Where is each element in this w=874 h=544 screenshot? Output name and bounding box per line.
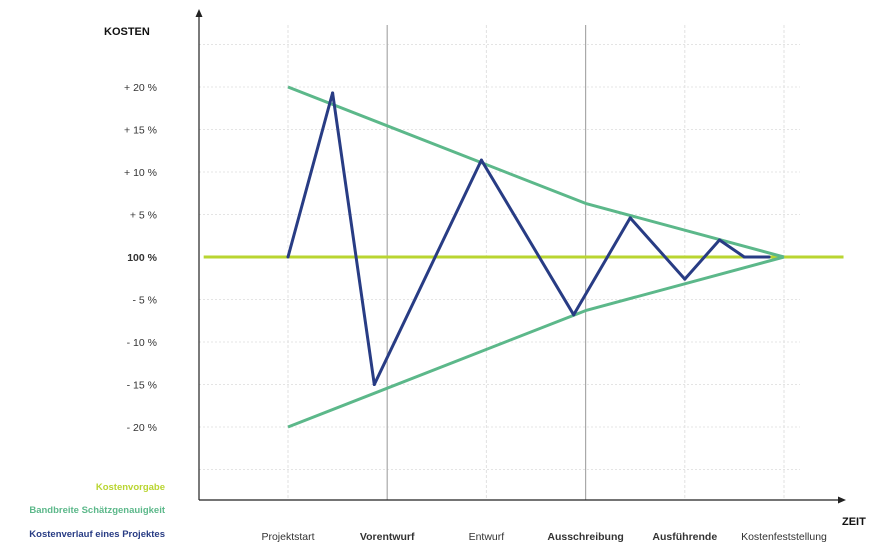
cost-point: [372, 383, 376, 386]
cost-point: [742, 255, 746, 259]
y-tick-label: + 10 %: [124, 167, 157, 179]
legend-label: Bandbreite Schätzgenauigkeit: [29, 505, 166, 516]
y-tick-label: - 15 %: [127, 380, 157, 392]
phase-lines: [287, 25, 785, 500]
x-tick-label: Entwurf: [469, 531, 505, 543]
x-tick-label: Kostenfeststellung: [741, 531, 827, 543]
band-lower-line: [287, 255, 785, 429]
legend-label: Kostenverlauf eines Projektes: [29, 529, 165, 540]
cost-point: [718, 238, 722, 242]
cost-point: [286, 255, 290, 259]
cost-point: [572, 313, 576, 317]
cost-point: [683, 277, 687, 281]
legend-label: Kostenvorgabe: [96, 482, 165, 493]
x-tick-label: Ausführende: [652, 531, 717, 543]
y-tick-label: - 10 %: [127, 337, 157, 349]
x-axis-title: ZEIT: [842, 516, 866, 528]
legend: Kostenvorgabe Bandbreite Schätzgenauigkei…: [29, 482, 166, 540]
x-tick-labels: Projektstart Vorentwurf Entwurf Ausschreibu…: [261, 531, 827, 543]
cost-point: [479, 158, 483, 162]
grid: [199, 44, 800, 470]
y-tick-label: - 5 %: [132, 295, 157, 307]
y-tick-label: - 20 %: [127, 422, 157, 434]
y-tick-label: + 5 %: [130, 210, 157, 222]
axes: KOSTEN ZEIT: [104, 9, 866, 528]
cost-point: [628, 216, 632, 220]
cost-point: [767, 255, 771, 259]
cost-line: [286, 91, 770, 386]
y-tick-label: + 15 %: [124, 125, 157, 137]
band-series: [287, 85, 785, 429]
y-tick-labels: + 20 % + 15 % + 10 % + 5 % 100 % - 5 % - 10 % -…: [124, 82, 158, 434]
y-tick-label: + 20 %: [124, 82, 157, 94]
y-axis-title: KOSTEN: [104, 26, 150, 38]
band-upper-line: [287, 85, 785, 259]
cost-point: [331, 91, 335, 95]
cost-series: [286, 91, 771, 386]
y-tick-label: 100 %: [127, 252, 157, 264]
x-tick-label: Ausschreibung: [547, 531, 623, 543]
y-axis-arrow: [195, 9, 203, 17]
x-tick-label: Projektstart: [261, 531, 314, 543]
x-axis-arrow: [838, 496, 846, 504]
x-tick-label: Vorentwurf: [360, 531, 415, 543]
